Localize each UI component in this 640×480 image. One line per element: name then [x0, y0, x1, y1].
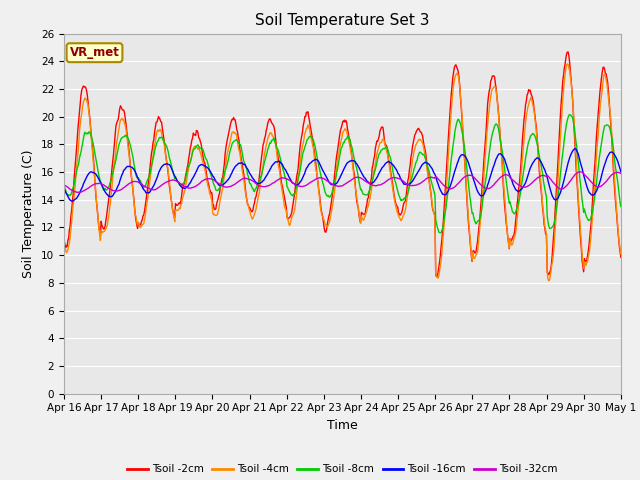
Y-axis label: Soil Temperature (C): Soil Temperature (C) — [22, 149, 35, 278]
Title: Soil Temperature Set 3: Soil Temperature Set 3 — [255, 13, 429, 28]
Legend: Tsoil -2cm, Tsoil -4cm, Tsoil -8cm, Tsoil -16cm, Tsoil -32cm: Tsoil -2cm, Tsoil -4cm, Tsoil -8cm, Tsoi… — [123, 460, 562, 479]
Text: VR_met: VR_met — [70, 46, 120, 59]
X-axis label: Time: Time — [327, 419, 358, 432]
